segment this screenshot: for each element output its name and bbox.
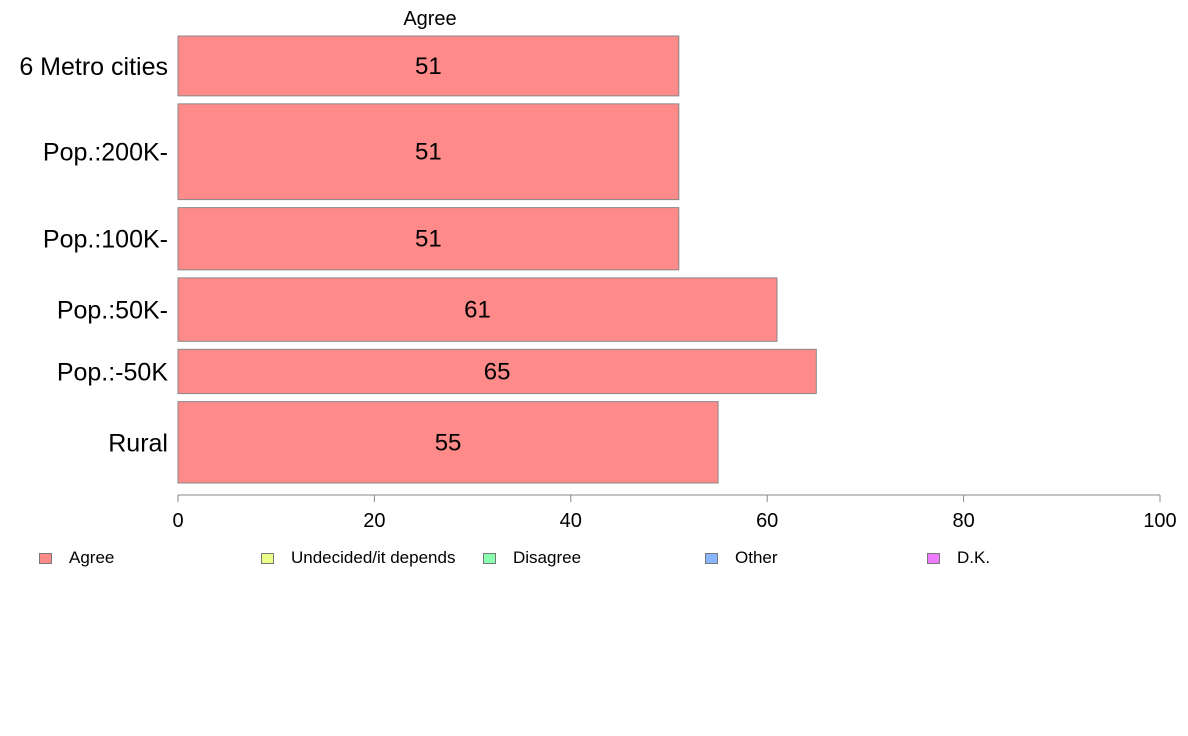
category-label-0: 6 Metro cities <box>19 53 168 81</box>
bar-2 <box>177 207 680 271</box>
category-label-5: Rural <box>108 429 168 457</box>
bar-value-label-0: 51 <box>415 53 442 80</box>
x-tick-label-2: 40 <box>560 510 582 532</box>
category-label-2: Pop.:100K- <box>43 226 168 254</box>
legend-swatch <box>483 552 496 564</box>
bar-1 <box>177 103 680 201</box>
chart-title: Agree <box>403 8 456 30</box>
legend-label: Undecided/it depends <box>291 548 456 567</box>
bar-value-label-2: 51 <box>415 226 442 253</box>
x-tick-label-0: 0 <box>172 510 183 532</box>
x-axis: 0 20 40 60 80 100 <box>172 494 1177 532</box>
bar-value-label-4: 65 <box>484 358 511 385</box>
chart: Agree 51 6 Metro cities 51 Pop.:200K- 51 Pop.… <box>19 8 1177 532</box>
bar-value-label-5: 55 <box>435 429 462 456</box>
legend-swatch <box>39 552 52 564</box>
legend-label: Other <box>735 548 778 567</box>
x-tick-label-1: 20 <box>363 510 385 532</box>
bar-4 <box>177 348 817 395</box>
legend-item-1: Undecided/it depends <box>261 548 455 568</box>
legend-swatch <box>705 552 718 564</box>
category-label-1: Pop.:200K- <box>43 139 168 167</box>
category-label-4: Pop.:-50K <box>57 358 169 386</box>
legend-item-4: D.K. <box>927 548 990 568</box>
bar-3 <box>177 277 778 342</box>
legend-item-2: Disagree <box>483 548 581 568</box>
x-tick-label-4: 80 <box>952 510 974 532</box>
category-label-3: Pop.:50K- <box>57 297 168 325</box>
legend-swatch <box>261 552 274 564</box>
legend: Agree Undecided/it depends Disagree Other D.… <box>0 548 1188 572</box>
legend-label: Agree <box>69 548 115 567</box>
legend-item-0: Agree <box>39 548 114 568</box>
x-tick-label-5: 100 <box>1143 510 1176 532</box>
bar-value-label-3: 61 <box>464 297 491 324</box>
bar-value-label-1: 51 <box>415 139 442 166</box>
bar-5 <box>177 401 719 484</box>
legend-item-3: Other <box>705 548 778 568</box>
legend-label: D.K. <box>957 548 991 567</box>
legend-label: Disagree <box>513 548 582 567</box>
x-tick-label-3: 60 <box>756 510 778 532</box>
bars-layer: 51 6 Metro cities 51 Pop.:200K- 51 Pop.:100K-… <box>19 35 817 484</box>
bar-0 <box>177 35 680 97</box>
legend-swatch <box>927 552 940 564</box>
